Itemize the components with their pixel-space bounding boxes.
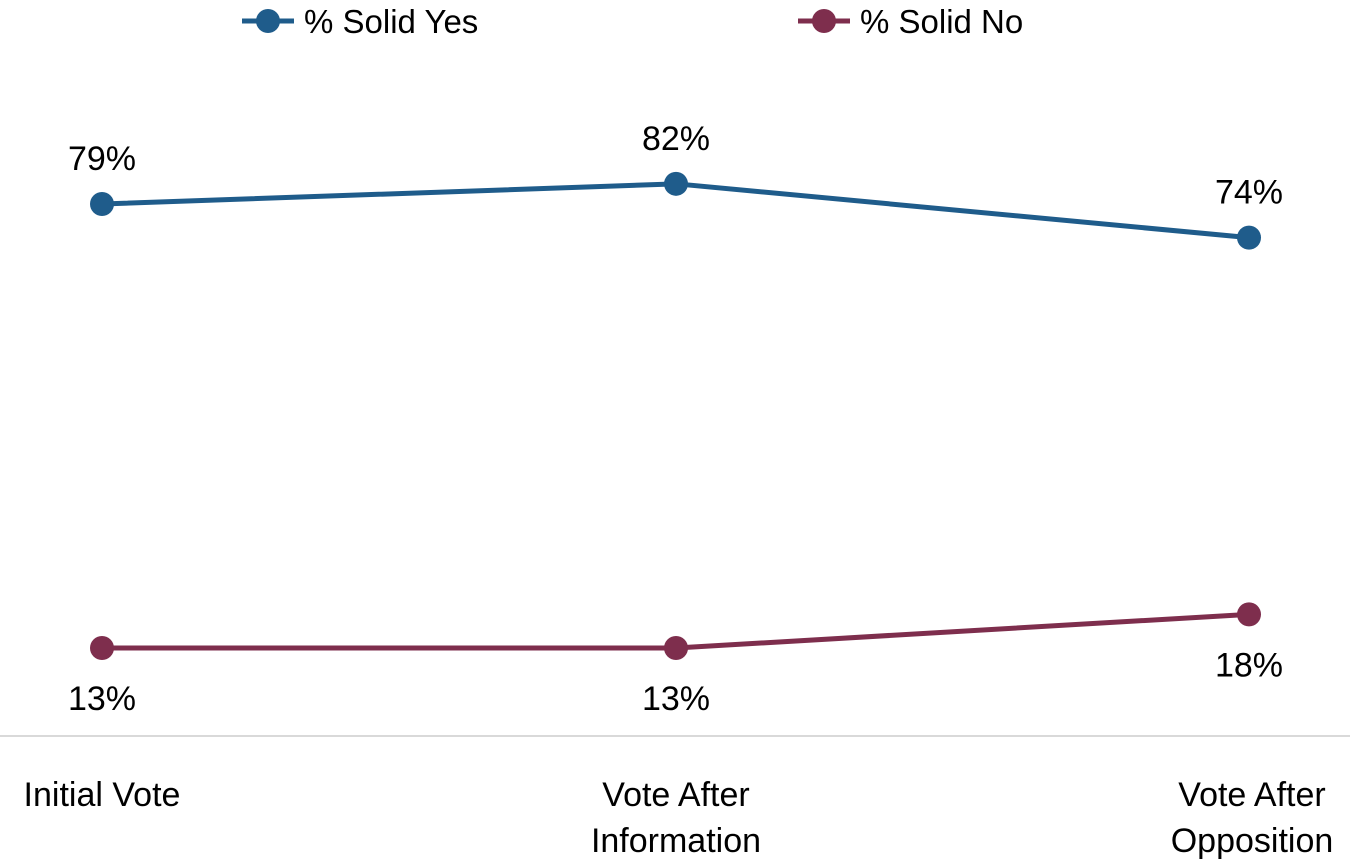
data-point-solid-no <box>1237 602 1261 627</box>
legend-marker-solid-yes <box>256 9 280 33</box>
data-label-solid-no: 13% <box>68 680 136 718</box>
data-point-solid-no <box>664 636 688 660</box>
series-solid-yes: 79% 82% 74% <box>68 120 1283 250</box>
data-label-solid-no: 13% <box>642 680 710 718</box>
legend-label-solid-yes: % Solid Yes <box>304 3 478 40</box>
data-label-solid-yes: 79% <box>68 140 136 178</box>
data-label-solid-yes: 74% <box>1215 174 1283 212</box>
legend-marker-solid-no <box>812 9 836 33</box>
data-point-solid-yes <box>1237 225 1261 250</box>
data-point-solid-no <box>90 636 114 660</box>
series-layer: 79% 82% 74% 13% 13% 18% <box>68 120 1283 718</box>
legend-label-solid-no: % Solid No <box>860 3 1023 40</box>
data-point-solid-yes <box>90 192 114 216</box>
data-label-solid-no: 18% <box>1215 646 1283 684</box>
legend-item-solid-yes: % Solid Yes <box>242 3 478 40</box>
x-tick-label: Vote After Information <box>591 776 761 860</box>
x-tick-label: Initial Vote <box>24 776 181 814</box>
x-tick-label: Vote After Opposition <box>1171 776 1334 860</box>
series-solid-no: 13% 13% 18% <box>68 602 1283 718</box>
legend-item-solid-no: % Solid No <box>798 3 1023 40</box>
legend: % Solid Yes % Solid No <box>242 3 1023 40</box>
data-point-solid-yes <box>664 171 688 196</box>
data-label-solid-yes: 82% <box>642 120 710 158</box>
x-axis-ticks: Initial Vote Vote After Information Vote Af… <box>24 776 1334 860</box>
